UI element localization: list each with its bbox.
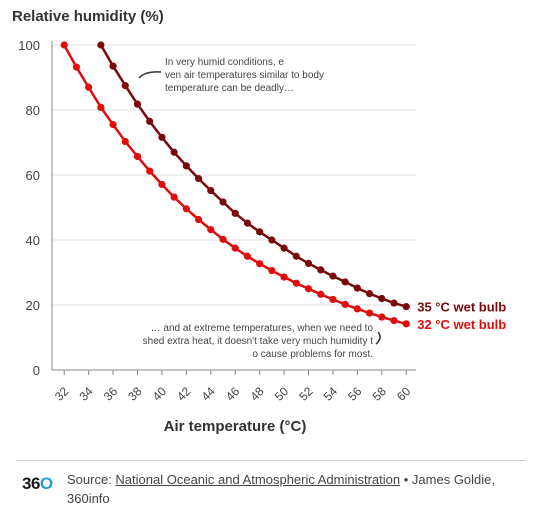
data-point	[378, 313, 386, 321]
data-point	[390, 299, 398, 307]
data-point	[280, 273, 288, 281]
series-label: 35 °C wet bulb	[417, 300, 506, 315]
annotation-arrow-bottom	[375, 331, 381, 345]
data-point	[231, 244, 239, 252]
x-tick-label: 56	[345, 384, 365, 404]
y-tick-label: 100	[18, 38, 40, 53]
data-point	[219, 235, 227, 243]
360info-logo: 36O	[22, 474, 53, 493]
data-point	[219, 198, 227, 206]
data-point	[109, 62, 117, 70]
data-point	[317, 266, 325, 274]
data-point	[133, 100, 142, 108]
x-tick-label: 42	[174, 384, 194, 404]
footer: 36O Source: National Oceanic and Atmosph…	[16, 460, 526, 506]
data-point	[329, 295, 337, 304]
data-point	[146, 167, 154, 175]
y-tick-label: 80	[26, 103, 40, 118]
data-point	[378, 294, 386, 303]
data-point	[365, 290, 374, 298]
data-point	[256, 228, 264, 236]
data-point	[170, 193, 178, 201]
data-point	[268, 266, 276, 275]
data-point	[292, 252, 300, 260]
data-point	[243, 252, 252, 260]
data-point	[317, 290, 325, 298]
data-point	[182, 162, 190, 170]
data-point	[402, 320, 410, 328]
x-tick-label: 36	[101, 384, 121, 404]
data-point	[390, 317, 398, 325]
data-point	[146, 117, 154, 125]
source-link[interactable]: National Oceanic and Atmospheric Adminis…	[115, 472, 401, 487]
data-point	[85, 83, 93, 91]
data-point	[194, 174, 203, 183]
x-tick-label: 60	[394, 384, 414, 404]
data-point	[60, 41, 68, 49]
data-point	[365, 309, 374, 317]
data-point	[243, 219, 252, 227]
data-point	[341, 278, 349, 286]
x-tick-label: 38	[125, 384, 145, 404]
x-tick-label: 44	[199, 384, 219, 404]
data-point	[182, 205, 190, 213]
data-point	[170, 148, 178, 156]
data-point	[158, 180, 166, 189]
data-point	[133, 152, 142, 161]
data-point	[280, 244, 288, 252]
y-tick-label: 40	[26, 233, 40, 248]
data-point	[121, 137, 129, 146]
data-point	[231, 209, 239, 217]
data-point	[329, 272, 337, 280]
x-tick-label: 58	[370, 384, 390, 404]
data-point	[256, 260, 264, 268]
x-tick-label: 48	[247, 384, 267, 404]
x-tick-label: 34	[76, 384, 96, 404]
data-point	[207, 226, 215, 234]
data-point	[121, 82, 129, 90]
x-tick-label: 52	[296, 384, 316, 404]
data-point	[72, 63, 81, 71]
x-tick-label: 50	[272, 384, 292, 404]
x-tick-label: 54	[321, 384, 341, 404]
x-axis-title: Air temperature (°C)	[164, 418, 307, 435]
data-point	[97, 103, 105, 111]
annotation-bottom: … and at extreme temperatures, when we n…	[143, 323, 374, 360]
data-point	[292, 279, 300, 287]
data-point	[402, 303, 410, 311]
data-point	[158, 133, 166, 141]
data-point	[304, 259, 313, 267]
annotation-arrow-top	[138, 71, 162, 79]
x-tick-label: 46	[223, 384, 243, 404]
data-point	[268, 236, 276, 244]
y-tick-label: 60	[26, 168, 40, 183]
data-point	[194, 215, 203, 224]
y-axis-title: Relative humidity (%)	[12, 8, 164, 25]
data-point	[97, 41, 105, 49]
annotation-top: In very humid conditions, e ven air tempe…	[165, 57, 324, 94]
data-point	[353, 305, 361, 313]
data-point	[304, 285, 313, 293]
source-text: Source: National Oceanic and Atmospheric…	[67, 472, 496, 506]
x-tick-label: 32	[52, 384, 72, 404]
data-point	[353, 284, 361, 292]
series-label: 32 °C wet bulb	[417, 317, 506, 332]
y-tick-label: 20	[26, 298, 40, 313]
data-point	[341, 300, 349, 308]
x-tick-label: 40	[150, 384, 170, 404]
data-point	[109, 121, 117, 129]
y-tick-label: 0	[33, 363, 40, 378]
data-point	[207, 187, 215, 195]
